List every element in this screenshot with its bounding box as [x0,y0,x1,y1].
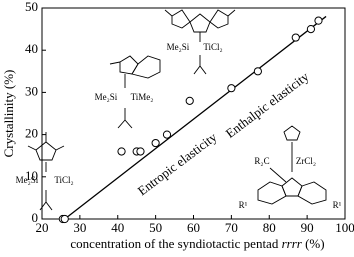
structure-label: R¹ [239,200,248,210]
y-tick-label: 0 [32,210,39,225]
data-point [227,84,236,93]
x-tick-label: 30 [73,220,86,235]
data-point [117,147,126,156]
x-tick-label: 50 [149,220,162,235]
x-tick-label: 100 [335,220,354,235]
data-point [162,130,172,139]
y-axis-label: Crystallinity (%) [1,70,16,158]
data-point [151,138,160,148]
x-axis-label-part: concentration of the syndiotactic pentad [70,236,281,251]
x-tick-label: 60 [187,220,200,235]
plot-frame [41,7,346,220]
data-point [60,214,69,224]
annotation: Enthalpic elasticity [223,68,312,140]
x-tick-label: 40 [111,220,124,235]
structure-label: TiCl₂ [54,175,73,185]
y-tick-label: 50 [25,0,38,14]
structure-drawings [27,9,327,211]
data-point [291,33,300,42]
y-tick-label: 10 [25,168,38,183]
structure-label: R¹ [333,200,342,210]
fit-line [64,15,327,220]
structure-label: Me₂Si [167,42,190,52]
x-tick-label: 80 [263,220,276,235]
x-tick-label: 90 [301,220,314,235]
data-point [306,25,316,34]
x-axis-label-part: (%) [302,236,325,251]
data-point [185,96,194,105]
x-tick-label: 70 [225,220,238,235]
structure-label: Me₂Si [95,92,118,102]
structure-label: R₂C [254,156,269,166]
structure-label: TiMe₂ [131,92,154,102]
annotation: Entropic elasticity [135,129,220,198]
data-point [136,147,145,156]
y-tick-label: 30 [25,83,38,98]
x-axis-label-part: rrrr [282,236,303,251]
x-tick-label: 20 [36,220,49,235]
y-tick-label: 20 [25,126,38,141]
x-axis-label: concentration of the syndiotactic pentad… [70,236,324,251]
structure-label: ZrCl₂ [296,156,316,166]
structure-label: TiCl₂ [203,42,222,52]
data-point [314,16,323,25]
y-tick-label: 40 [25,41,38,56]
data-point [253,67,262,76]
structure-label: Me₂Si [16,175,39,185]
